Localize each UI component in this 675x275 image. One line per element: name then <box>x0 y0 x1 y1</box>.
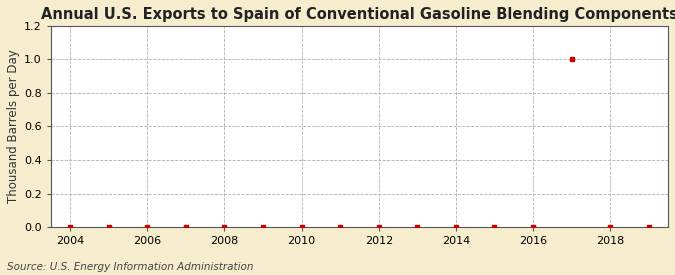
Title: Annual U.S. Exports to Spain of Conventional Gasoline Blending Components: Annual U.S. Exports to Spain of Conventi… <box>41 7 675 22</box>
Text: Source: U.S. Energy Information Administration: Source: U.S. Energy Information Administ… <box>7 262 253 272</box>
Y-axis label: Thousand Barrels per Day: Thousand Barrels per Day <box>7 50 20 203</box>
